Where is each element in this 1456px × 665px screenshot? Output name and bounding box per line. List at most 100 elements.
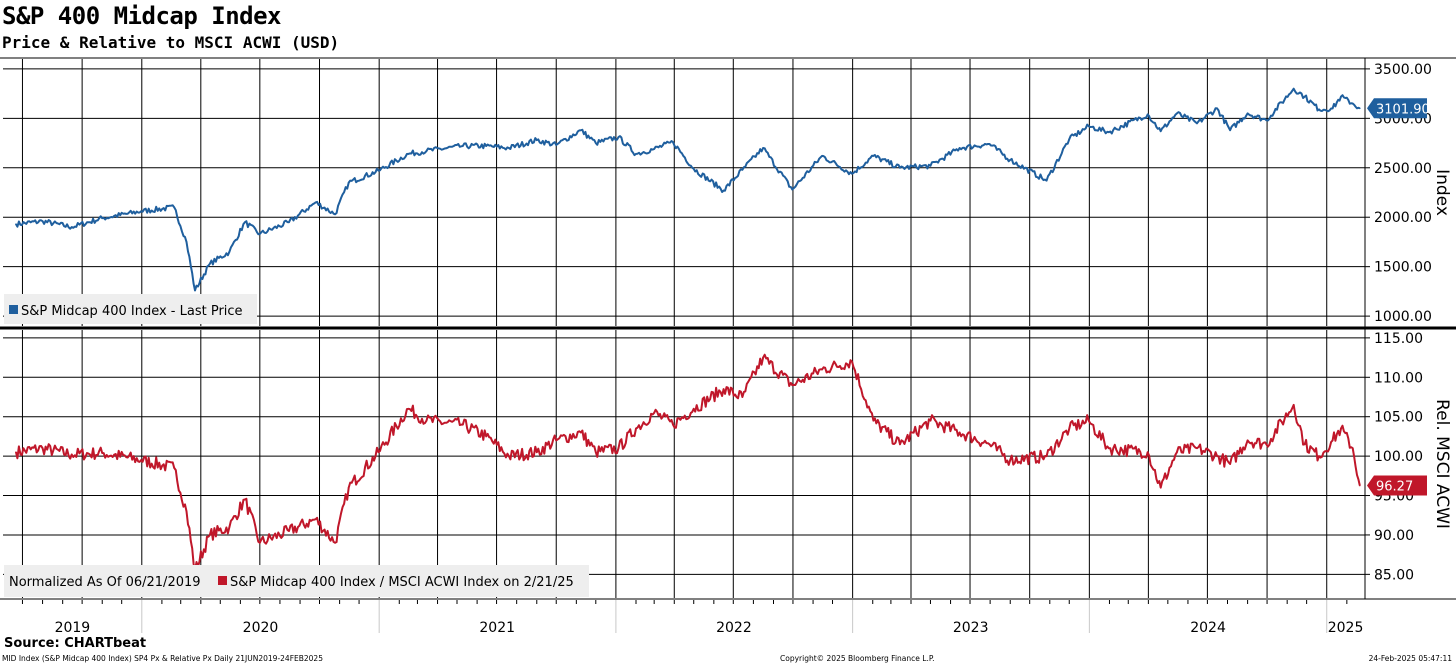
data-point xyxy=(635,427,637,430)
data-point xyxy=(1229,463,1231,465)
data-point xyxy=(692,408,695,410)
data-point xyxy=(851,360,853,363)
data-point xyxy=(101,452,104,454)
data-point xyxy=(377,451,380,453)
data-point xyxy=(1159,130,1162,132)
series-line xyxy=(15,353,1361,572)
data-point xyxy=(1229,129,1231,131)
data-point xyxy=(288,221,290,223)
x-year-label: 2020 xyxy=(243,620,279,636)
top-legend: S&P Midcap 400 Index - Last Price xyxy=(4,294,257,324)
data-point xyxy=(535,139,538,141)
data-point xyxy=(1340,95,1342,98)
data-point xyxy=(41,220,44,222)
data-point xyxy=(1246,439,1249,442)
data-point xyxy=(1009,159,1012,161)
data-point xyxy=(228,251,231,253)
data-point xyxy=(462,145,464,147)
data-point xyxy=(1359,484,1361,487)
y-axis-title: Index xyxy=(1432,169,1452,216)
data-point xyxy=(958,147,961,149)
data-point xyxy=(929,165,932,167)
data-point xyxy=(425,419,428,422)
data-point xyxy=(1216,107,1218,110)
data-point xyxy=(580,129,582,131)
data-point xyxy=(70,226,73,228)
data-point xyxy=(1318,108,1320,111)
data-point xyxy=(899,443,901,446)
bottom-y-axis: 85.0090.0095.00100.00105.00110.00115.00R… xyxy=(1365,331,1452,583)
data-point xyxy=(535,451,538,453)
data-point xyxy=(15,223,17,225)
data-point xyxy=(851,172,853,175)
x-year-label: 2024 xyxy=(1190,620,1226,636)
data-point xyxy=(425,150,428,152)
data-point xyxy=(228,526,231,528)
data-point xyxy=(70,453,73,456)
data-point xyxy=(1340,427,1342,430)
data-point xyxy=(1303,443,1306,446)
data-point xyxy=(347,181,350,184)
data-point xyxy=(1108,447,1110,450)
source-note: Source: CHARTbeat xyxy=(4,636,147,651)
y-tick-label: 2000.00 xyxy=(1374,210,1432,226)
data-point xyxy=(209,262,211,265)
data-point xyxy=(173,206,176,209)
data-point xyxy=(1176,112,1178,115)
data-point xyxy=(1196,447,1198,450)
footer-timestamp: 24-Feb-2025 05:47:11 xyxy=(1368,654,1452,663)
data-point xyxy=(244,498,246,501)
data-point xyxy=(1351,447,1354,450)
data-point xyxy=(1068,138,1071,140)
y-tick-label: 2500.00 xyxy=(1374,161,1432,177)
data-point xyxy=(1216,455,1218,457)
data-point xyxy=(762,356,764,359)
data-point xyxy=(140,459,142,461)
legend-box xyxy=(4,565,589,597)
y-tick-label: 115.00 xyxy=(1374,331,1423,347)
data-point xyxy=(958,431,961,434)
footer-description: MID Index (S&P Midcap 400 Index) SP4 Px … xyxy=(2,654,323,663)
data-point xyxy=(722,388,725,390)
series-line xyxy=(15,87,1361,292)
data-point xyxy=(334,542,336,544)
data-point xyxy=(485,435,487,438)
data-point xyxy=(1176,451,1178,453)
y-tick-label: 110.00 xyxy=(1374,370,1423,386)
data-point xyxy=(462,423,464,426)
data-point xyxy=(101,217,104,220)
data-point xyxy=(741,168,744,171)
data-point xyxy=(722,189,725,192)
data-point xyxy=(1331,439,1334,442)
data-point xyxy=(1068,427,1071,430)
data-point xyxy=(821,368,823,371)
data-point xyxy=(173,467,176,469)
y-tick-label: 1000.00 xyxy=(1374,309,1432,325)
data-point xyxy=(580,431,582,434)
data-point xyxy=(872,419,875,422)
data-point xyxy=(617,136,620,138)
data-point xyxy=(1292,87,1295,90)
y-tick-label: 105.00 xyxy=(1374,410,1423,426)
data-point xyxy=(1265,443,1268,446)
data-point xyxy=(244,221,246,223)
data-point xyxy=(1146,451,1149,453)
legend-label: S&P Midcap 400 Index / MSCI ACWI Index o… xyxy=(230,575,574,590)
data-point xyxy=(594,451,597,453)
legend-label: S&P Midcap 400 Index - Last Price xyxy=(21,304,243,319)
data-point xyxy=(485,145,487,147)
data-point xyxy=(1087,125,1090,128)
data-point xyxy=(1045,455,1048,457)
legend-box xyxy=(4,294,257,324)
data-point xyxy=(259,233,261,235)
price-series: 3101.90 xyxy=(15,87,1430,292)
chart-title: S&P 400 Midcap Index xyxy=(2,2,281,30)
data-point xyxy=(1331,107,1334,110)
data-point xyxy=(1359,107,1361,110)
legend-swatch xyxy=(9,305,18,314)
data-point xyxy=(594,142,597,144)
data-point xyxy=(1045,179,1048,182)
y-tick-label: 100.00 xyxy=(1374,449,1423,465)
x-year-label: 2023 xyxy=(953,620,989,636)
data-point xyxy=(1265,119,1268,122)
